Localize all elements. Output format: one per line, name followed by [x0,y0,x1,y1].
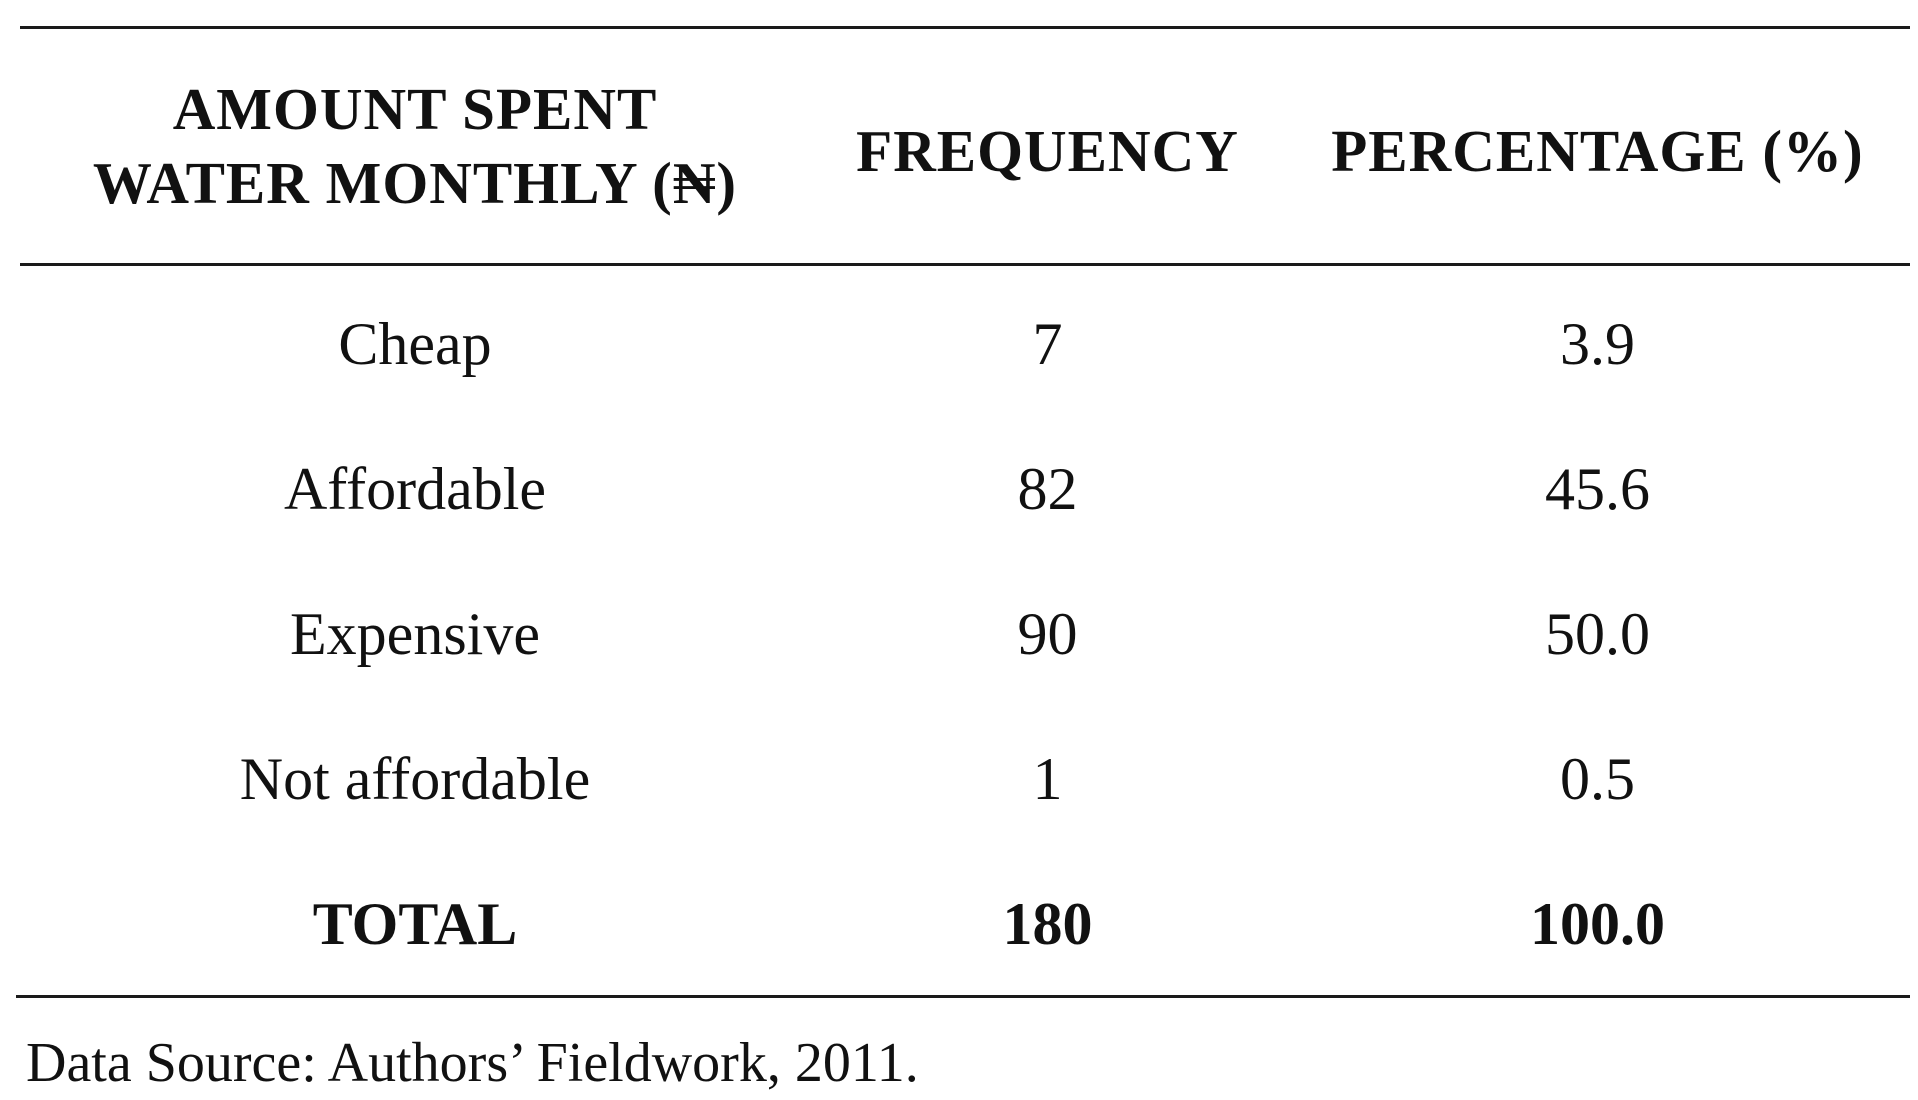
row-affordable-percentage: 45.6 [1545,456,1650,522]
row-not-affordable-category: Not affordable [239,746,591,812]
row-total-frequency: 180 [1002,891,1093,957]
row-affordable-frequency: 82 [1017,456,1078,522]
header-percentage: PERCENTAGE (%) [1331,118,1864,184]
row-expensive-frequency: 90 [1017,601,1078,667]
data-source-note: Data Source: Authors’ Fieldwork, 2011. [26,1032,919,1094]
row-total-category: TOTAL [312,891,518,957]
row-affordable-category: Affordable [283,456,547,522]
header-frequency: FREQUENCY [856,118,1239,184]
header-amount-spent: AMOUNT SPENT WATER MONTHLY (₦) [20,72,810,220]
row-cheap-category: Cheap [338,311,492,377]
header-amount-line1: AMOUNT SPENT [172,76,658,142]
row-cheap-frequency: 7 [1032,311,1063,377]
table-bottom-rule [16,995,1910,998]
row-not-affordable-percentage: 0.5 [1560,746,1635,812]
table-top-rule [20,26,1910,29]
row-cheap-percentage: 3.9 [1560,311,1635,377]
row-expensive-percentage: 50.0 [1545,601,1650,667]
header-amount-line2: WATER MONTHLY (₦) [92,150,738,216]
row-not-affordable-frequency: 1 [1032,746,1063,812]
table-header-rule [20,263,1910,266]
row-total-percentage: 100.0 [1530,891,1665,957]
row-expensive-category: Expensive [290,601,540,667]
